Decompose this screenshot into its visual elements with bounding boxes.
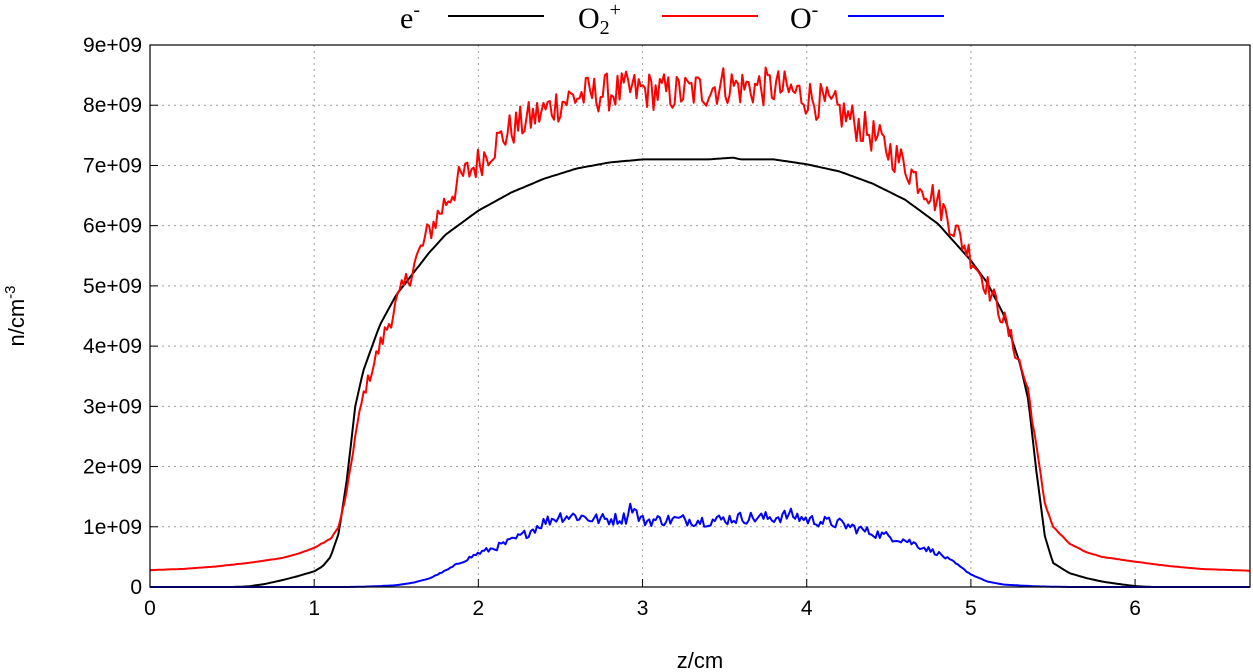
legend-label-o-minus: O- [790,0,818,35]
series-layer [150,66,1250,588]
x-tick-label: 2 [473,597,485,620]
y-axis-label-exponent: -3 [2,285,19,298]
plot-frame [149,44,1251,588]
legend-label-o2-plus: O2+ [578,0,621,39]
y-tick-label: 9e+09 [83,34,142,57]
x-tick-label: 6 [1129,597,1141,620]
series-electrons [150,156,1250,588]
y-tick-label: 0 [130,576,142,599]
legend: e- O2+ O- [400,0,944,39]
legend-label-electrons: e- [400,0,420,35]
y-tick-label: 3e+09 [83,395,142,418]
x-axis-ticks: 0 1 2 3 4 5 6 [144,579,1141,620]
series-o2-plus [150,66,1250,572]
grid-lines [150,45,1250,587]
y-axis-ticks: 0 1e+09 2e+09 3e+09 4e+09 5e+09 6e+09 7e+09 8e+0… [83,34,158,599]
y-tick-label: 4e+09 [83,335,142,358]
y-axis-label: n/cm-3 [2,285,29,346]
x-tick-label: 4 [801,597,813,620]
x-tick-label: 0 [144,597,156,620]
x-axis-label: z/cm [677,648,723,672]
y-tick-label: 5e+09 [83,275,142,298]
y-tick-label: 6e+09 [83,215,142,238]
y-tick-label: 2e+09 [83,456,142,479]
y-tick-label: 8e+09 [83,94,142,117]
series-o-minus [150,502,1250,588]
y-axis-label-base: n/cm [4,299,29,347]
x-tick-label: 5 [965,597,977,620]
x-tick-label: 1 [308,597,320,620]
x-tick-label: 3 [637,597,649,620]
y-tick-label: 7e+09 [83,154,142,177]
y-tick-label: 1e+09 [83,516,142,539]
